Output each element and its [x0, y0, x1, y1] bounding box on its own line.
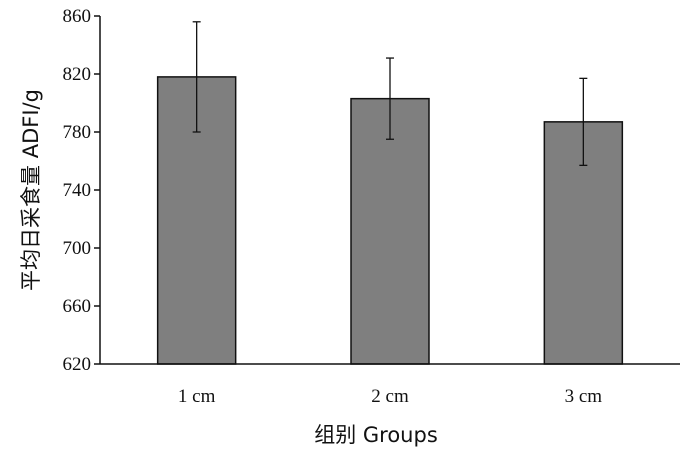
- y-tick-label: 660: [63, 296, 92, 317]
- y-tick-label: 780: [63, 122, 92, 143]
- y-ticks-layer: 620 660 700 740 780 820 860: [63, 6, 100, 375]
- x-axis-title: 组别 Groups: [314, 423, 438, 447]
- x-tick-label: 2 cm: [371, 386, 409, 407]
- x-tick-label: 1 cm: [178, 386, 216, 407]
- bar-2: [350, 97, 430, 365]
- x-ticks-layer: 1 cm 2 cm 3 cm: [178, 386, 602, 407]
- y-tick-label: 820: [63, 64, 92, 85]
- y-tick-label: 860: [63, 6, 92, 27]
- y-axis-title: 平均日采食量 ADFI/g: [19, 89, 43, 291]
- y-tick-label: 700: [63, 238, 92, 259]
- y-tick-label: 740: [63, 180, 92, 201]
- error-bars-layer: [192, 21, 588, 167]
- x-tick-label: 3 cm: [565, 386, 603, 407]
- y-tick-label: 620: [63, 354, 92, 375]
